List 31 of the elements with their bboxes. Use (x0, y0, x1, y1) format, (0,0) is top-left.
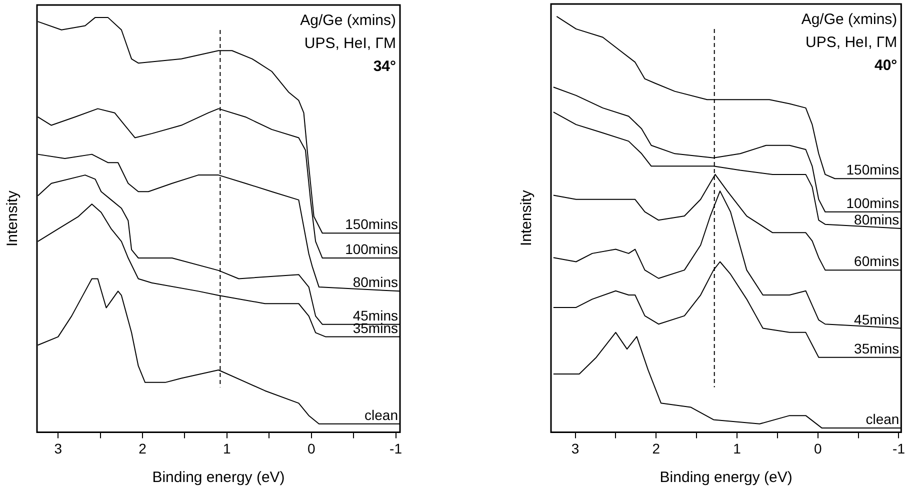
x-tick-label: 3 (571, 440, 580, 456)
x-tick-label: -1 (892, 440, 906, 456)
x-tick-label: 2 (652, 440, 660, 456)
x-tick-label: 3 (54, 440, 62, 456)
annotation: 40° (874, 57, 898, 74)
annotation: UPS, HeI, ΓM (806, 34, 898, 51)
series-label: 80mins (352, 274, 398, 290)
series-label: 150mins (345, 216, 398, 232)
x-axis-title: Binding energy (eV) (660, 469, 792, 486)
x-tick-label: 1 (223, 440, 232, 456)
series-label: 35mins (854, 340, 900, 356)
annotation: UPS, HeI, ΓM (304, 35, 396, 52)
x-axis-title: Binding energy (eV) (152, 469, 285, 486)
x-tick-label: 0 (814, 440, 822, 456)
series-label: 45mins (854, 311, 900, 328)
series-label: clean (364, 406, 398, 423)
series-label: 80mins (854, 211, 900, 228)
series-label: 150mins (846, 162, 900, 178)
x-tick-label: -1 (390, 440, 402, 456)
series-label: 100mins (846, 194, 900, 211)
x-tick-label: 1 (733, 440, 742, 456)
series-label: 100mins (345, 241, 398, 257)
x-tick-label: 0 (307, 440, 316, 456)
series-label: 60mins (854, 253, 900, 270)
annotation: Ag/Ge (xmins) (801, 11, 898, 28)
y-axis-title: Intensity (4, 190, 21, 247)
x-tick-label: 2 (138, 440, 147, 456)
annotation: Ag/Ge (xmins) (300, 12, 396, 29)
series-label: clean (866, 411, 900, 428)
y-axis-title: Intensity (518, 190, 535, 246)
annotation: 34° (373, 58, 396, 75)
